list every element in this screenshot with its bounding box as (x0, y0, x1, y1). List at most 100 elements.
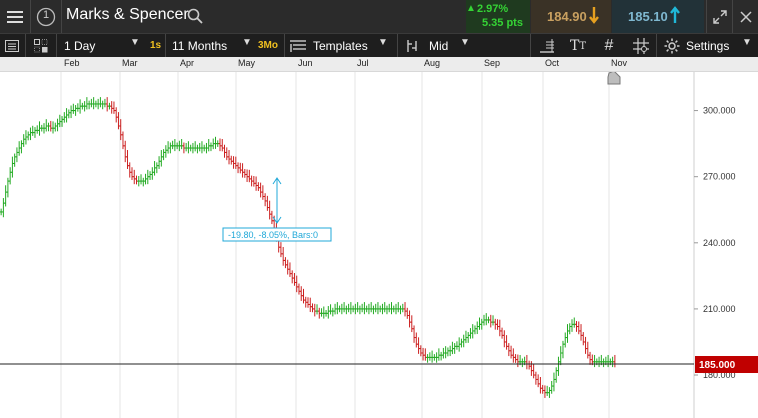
current-price-marker: 185.000 (0, 356, 758, 374)
ohlc-bar (358, 305, 362, 315)
ohlc-bar (430, 350, 434, 363)
measure-label-box (222, 227, 332, 242)
ohlc-bar (162, 149, 166, 161)
sell-price: 184.90 (547, 9, 587, 24)
range-select[interactable]: 11 Months (172, 39, 228, 53)
ohlc-bar (399, 305, 403, 315)
ohlc-bar (534, 371, 538, 385)
ohlc-bar (229, 155, 233, 165)
ohlc-bar (259, 182, 263, 198)
ohlc-bar (408, 310, 412, 328)
current-price-tag (695, 356, 758, 374)
ohlc-bar (105, 97, 109, 112)
ohlc-bar (579, 324, 583, 341)
price-type-caret-icon[interactable]: ▼ (460, 37, 470, 48)
month-axis: Feb Mar Apr May Jun Jul Aug Sep Oct Nov (0, 57, 758, 72)
ohlc-bar (252, 176, 256, 187)
instrument-title: Marks & Spencer (66, 6, 189, 23)
measurement-tool[interactable]: -19.80, -8.05%, Bars:0 (222, 177, 332, 242)
ohlc-bar (184, 142, 188, 152)
ohlc-bar (22, 134, 26, 147)
ohlc-bar (26, 131, 30, 141)
time-marker-icon[interactable] (607, 70, 621, 85)
settings-caret-icon[interactable]: ▼ (742, 37, 752, 48)
ohlc-bar (538, 377, 542, 394)
info-circle-icon[interactable]: 1 (31, 0, 61, 33)
templates-caret-icon[interactable]: ▼ (378, 37, 388, 48)
ohlc-bar (426, 354, 430, 363)
ohlc-bar (453, 343, 457, 354)
ohlc-bar (198, 142, 202, 152)
ohlc-bar (281, 246, 285, 266)
ohlc-bar (586, 341, 590, 359)
search-icon[interactable] (184, 6, 206, 26)
ohlc-bar (502, 330, 506, 348)
ohlc-bar (536, 374, 540, 388)
price-type-select[interactable]: Mid (429, 39, 449, 53)
ohlc-bar (31, 125, 35, 136)
month-label-jul: Jul (357, 58, 369, 68)
ohlc-bar (19, 140, 23, 154)
ohlc-bar (331, 307, 335, 317)
ohlc-bar (186, 141, 190, 154)
ohlc-bar (602, 358, 606, 368)
layout-grid-icon[interactable] (30, 36, 52, 56)
close-icon[interactable] (733, 0, 758, 33)
settings-gear-icon[interactable] (664, 38, 680, 59)
ohlc-bar (69, 105, 73, 119)
price-chart[interactable]: 180.000 210.000 240.000 270.000 300.000 -19.… (0, 70, 758, 418)
ohlc-bar (577, 321, 581, 335)
templates-icon[interactable] (290, 39, 306, 58)
price-change-box (466, 0, 530, 33)
ohlc-bar (401, 303, 405, 313)
up-triangle-icon: ▲ (466, 3, 476, 14)
crosshair-grid-icon[interactable] (630, 36, 652, 56)
ohlc-bar (33, 127, 37, 138)
interval-quick-button[interactable]: 1s (150, 40, 162, 51)
price-axis-label: 180.000 (703, 370, 736, 380)
ohlc-bar (541, 384, 545, 394)
indicators-icon[interactable] (536, 36, 558, 56)
ohlc-bar (261, 185, 265, 200)
ohlc-bar (112, 101, 116, 114)
price-axis-label: 210.000 (703, 304, 736, 314)
grid-hash-icon[interactable]: # (604, 37, 614, 54)
interval-select[interactable]: 1 Day (64, 39, 96, 53)
ohlc-bar (166, 141, 170, 154)
ohlc-bar (459, 338, 463, 348)
price-axis-label: 300.000 (703, 106, 736, 116)
ohlc-bar (437, 348, 441, 361)
ohlc-bar (376, 302, 380, 315)
ohlc-bar (173, 138, 177, 152)
ohlc-bar (464, 330, 468, 344)
price-chart-svg[interactable]: 180.000 210.000 240.000 270.000 300.000 -19.… (0, 70, 758, 418)
ohlc-bar (195, 144, 199, 154)
ohlc-bar (13, 153, 17, 167)
hamburger-menu-icon[interactable] (0, 0, 30, 33)
price-type-icon[interactable] (405, 38, 421, 59)
ohlc-bar (547, 387, 551, 398)
settings-button[interactable]: Settings (686, 39, 730, 53)
range-caret-icon[interactable]: ▼ (242, 37, 252, 48)
measure-label: -19.80, -8.05%, Bars:0 (228, 230, 318, 240)
templates-button[interactable]: Templates (313, 39, 368, 53)
ohlc-bar (329, 304, 333, 315)
ohlc-bars (0, 97, 617, 398)
ohlc-bar (593, 354, 597, 368)
range-quick-button[interactable]: 3Mo (258, 40, 278, 51)
ohlc-bar (475, 321, 479, 335)
chart-list-icon[interactable] (2, 36, 22, 56)
buy-price-button[interactable] (612, 0, 704, 33)
interval-caret-icon[interactable]: ▼ (130, 37, 140, 48)
month-label-may: May (238, 58, 256, 68)
ohlc-bar (570, 319, 574, 332)
month-label-sep: Sep (484, 58, 501, 68)
ohlc-bar (155, 162, 159, 174)
ohlc-bar (356, 302, 360, 313)
ohlc-bar (283, 257, 287, 269)
month-label-feb: Feb (64, 58, 80, 68)
change-points: 5.35 pts (482, 17, 523, 29)
expand-arrows-icon[interactable] (707, 0, 732, 33)
sell-price-button[interactable] (531, 0, 611, 33)
